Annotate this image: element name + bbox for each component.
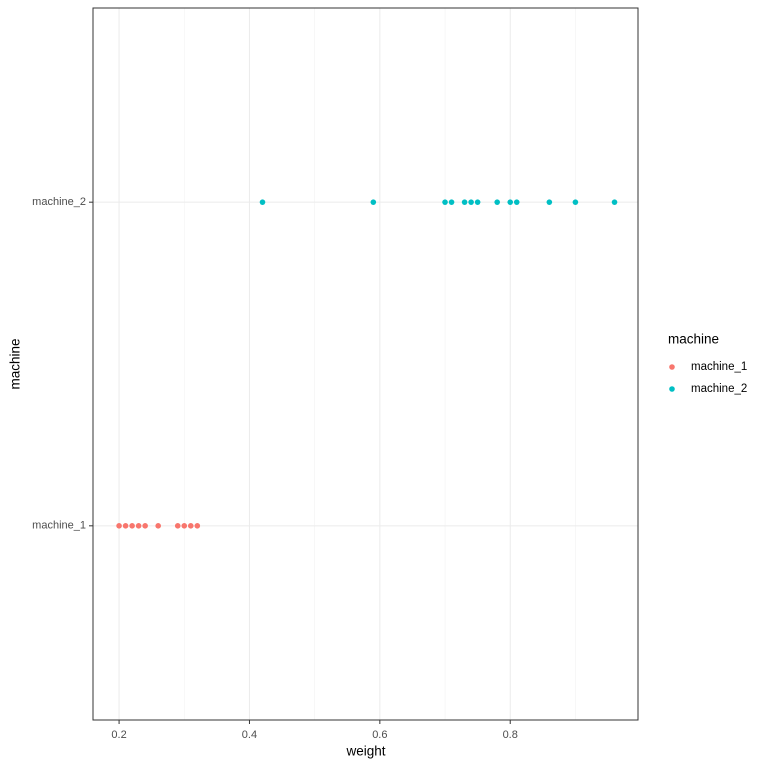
point xyxy=(474,199,481,205)
point xyxy=(468,199,474,205)
point xyxy=(611,199,618,205)
point xyxy=(546,199,553,205)
point xyxy=(116,523,122,529)
point xyxy=(142,523,148,529)
legend-title: machine xyxy=(668,332,719,347)
point xyxy=(461,199,468,205)
point xyxy=(513,199,520,205)
legend-key xyxy=(669,386,675,392)
point xyxy=(259,199,266,205)
point xyxy=(370,199,377,205)
legend-key xyxy=(669,364,675,370)
point xyxy=(122,523,129,529)
point xyxy=(135,523,142,529)
point xyxy=(194,523,201,529)
point xyxy=(129,523,135,529)
point xyxy=(494,199,500,205)
y-axis-label: machine xyxy=(8,338,23,389)
x-axis-label: weight xyxy=(345,744,385,759)
point xyxy=(181,523,188,529)
point xyxy=(174,523,181,529)
panel-border xyxy=(92,7,639,721)
x-tick-label: 0.6 xyxy=(372,729,387,741)
point xyxy=(507,199,514,205)
y-tick-label: machine_1 xyxy=(32,520,86,532)
point xyxy=(155,523,161,529)
point xyxy=(442,199,448,205)
point xyxy=(572,199,579,205)
y-tick-label: machine_2 xyxy=(32,196,86,208)
point xyxy=(448,199,455,205)
legend-label: machine_2 xyxy=(691,383,747,395)
x-tick-label: 0.4 xyxy=(242,729,257,741)
x-tick-label: 0.8 xyxy=(503,729,518,741)
point xyxy=(187,523,194,529)
legend-label: machine_1 xyxy=(691,361,747,373)
x-tick-label: 0.2 xyxy=(111,729,126,741)
